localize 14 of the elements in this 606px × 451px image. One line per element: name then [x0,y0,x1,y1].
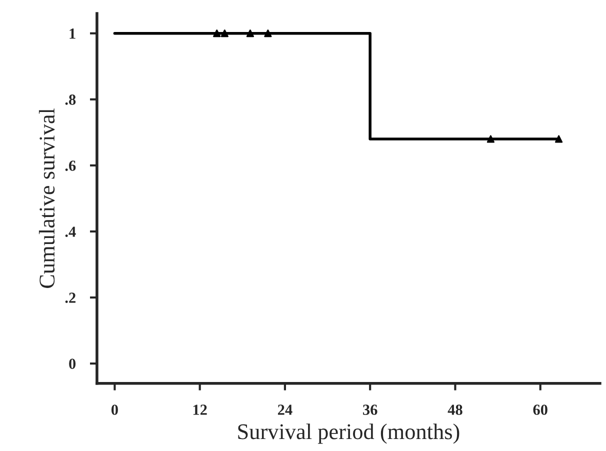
x-tick-label: 12 [193,404,207,415]
y-tick-label: .8 [65,94,76,105]
x-tick-label: 24 [278,404,292,415]
x-tick-label: 0 [111,404,118,415]
y-tick-label: 0 [69,358,76,369]
x-tick-label: 60 [533,404,548,415]
y-axis-title: Cumulative survival [38,108,55,288]
y-tick-label: .6 [65,160,76,171]
x-tick-label: 36 [363,404,378,415]
x-tick-label: 48 [448,404,462,415]
y-tick-label: .4 [65,226,76,237]
y-tick-label: .2 [65,292,76,304]
x-axis-title: Survival period (months) [238,424,460,444]
y-tick-label: 1 [70,28,76,39]
